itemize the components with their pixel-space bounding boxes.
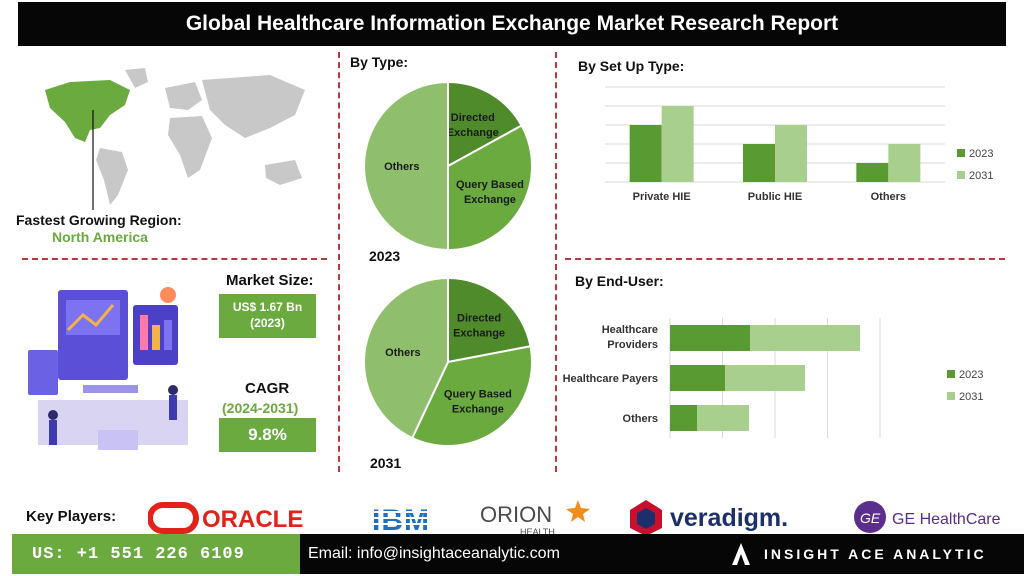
x-tick-label: Private HIE xyxy=(633,191,691,203)
bar-2023 xyxy=(856,163,889,182)
footer-email[interactable]: Email: info@insightaceanalytic.com xyxy=(300,534,728,574)
insight-ace-logo-icon xyxy=(732,543,750,565)
y-tick-label: Healthcare Payers xyxy=(563,373,658,385)
bar-2023 xyxy=(629,125,662,182)
bar-2031 xyxy=(725,365,805,391)
by-type-label: By Type: xyxy=(350,54,409,70)
asia-shape xyxy=(202,75,305,138)
oracle-logo: ORACLE xyxy=(148,502,303,534)
divider-vertical-left xyxy=(338,52,340,472)
bar-2023 xyxy=(670,365,725,391)
pie-slice-1 xyxy=(447,276,532,364)
by-enduser-label: By End-User: xyxy=(575,273,664,289)
south-america-shape xyxy=(96,148,128,205)
by-setup-label: By Set Up Type: xyxy=(578,58,685,74)
y-tick-label: Healthcare Providers xyxy=(602,324,658,351)
orion-logo-sub: HEALTH xyxy=(520,527,555,537)
legend-swatch xyxy=(957,171,965,179)
x-tick-label: Public HIE xyxy=(748,191,802,203)
bar-2023 xyxy=(743,144,775,182)
region-label: Fastest Growing Region: xyxy=(16,212,182,228)
divider-horizontal-right xyxy=(565,258,1005,260)
oracle-logo-text: ORACLE xyxy=(202,506,303,533)
greenland-shape xyxy=(125,68,148,88)
legend-label: 2023 xyxy=(969,148,993,160)
footer-brand-text: INSIGHT ACE ANALYTIC xyxy=(764,546,987,562)
region-value: North America xyxy=(52,229,148,245)
divider-horizontal-left xyxy=(22,258,327,260)
pie-slice-label: Others xyxy=(384,161,419,173)
pie-2023-year-label: 2023 xyxy=(369,248,401,264)
footer-phone[interactable]: US: +1 551 226 6109 xyxy=(12,534,312,574)
market-size-box: US$ 1.67 Bn (2023) xyxy=(219,294,316,338)
footer-brand: INSIGHT ACE ANALYTIC xyxy=(720,534,1024,574)
analytics-illustration xyxy=(28,287,188,450)
legend-swatch xyxy=(957,149,965,157)
bar-2031 xyxy=(697,405,749,431)
australia-shape xyxy=(265,160,302,185)
key-players-label: Key Players: xyxy=(26,508,117,525)
ge-monogram-icon xyxy=(854,501,886,533)
world-map xyxy=(45,68,305,210)
legend-swatch xyxy=(947,392,955,400)
ge-logo-text: GE HealthCare xyxy=(892,511,1001,528)
orion-health-logo: ORION HEALTH xyxy=(480,500,590,537)
ge-healthcare-logo: GE GE HealthCare xyxy=(854,501,1001,533)
x-tick-label: Others xyxy=(871,191,906,203)
pie-slice-1 xyxy=(447,80,523,168)
pie-2031-year-label: 2031 xyxy=(370,455,402,471)
pie-slice-3 xyxy=(363,276,449,440)
africa-shape xyxy=(168,116,212,178)
pie-slice-label: Others xyxy=(385,347,420,359)
page-title: Global Healthcare Information Exchange M… xyxy=(18,2,1006,46)
pie-chart-2023: Directed Exchange Query Based Exchange Other… xyxy=(363,80,533,252)
pie-slice-2 xyxy=(447,124,533,252)
legend-swatch xyxy=(947,370,955,378)
legend-label: 2023 xyxy=(959,369,983,381)
ibm-logo-text: IBM xyxy=(372,504,430,536)
cagr-value: 9.8% xyxy=(219,418,316,452)
setup-type-bar-chart: Private HIE Public HIE Others 2023 2031 xyxy=(605,86,993,203)
pie-slice-label: Query Based Exchange xyxy=(456,179,524,206)
legend-label: 2031 xyxy=(959,391,983,403)
pie-slice-label: Query Based Exchange xyxy=(444,388,512,415)
market-size-year: (2023) xyxy=(250,316,285,330)
bar-2031 xyxy=(750,325,860,351)
bar-2023 xyxy=(670,405,697,431)
north-america-shape xyxy=(45,80,130,142)
pie-slice-2 xyxy=(410,345,533,447)
market-size-value: US$ 1.67 Bn xyxy=(232,300,303,314)
bar-2031 xyxy=(888,144,921,182)
pie-slice-label: Directed Exchange xyxy=(447,112,499,139)
cagr-label: CAGR xyxy=(245,380,290,397)
bar-2023 xyxy=(670,325,750,351)
orion-logo-text: ORION xyxy=(480,502,552,527)
pie-slice-label: Directed Exchange xyxy=(453,312,505,339)
pie-slice-3 xyxy=(363,80,449,252)
pie-chart-2031: Directed Exchange Query Based Exchange Other… xyxy=(363,276,533,447)
bar-2031 xyxy=(661,106,694,182)
legend-label: 2031 xyxy=(969,170,993,182)
cagr-period: (2024-2031) xyxy=(222,400,299,416)
enduser-bar-chart: Healthcare Providers Healthcare Payers Othe… xyxy=(563,318,983,438)
divider-vertical-right xyxy=(555,52,557,472)
veradigm-logo-text: veradigm. xyxy=(670,504,788,532)
ibm-logo: IBM xyxy=(370,504,448,536)
svg-text:GE: GE xyxy=(860,510,881,526)
market-size-label: Market Size: xyxy=(226,272,314,289)
orion-star-icon xyxy=(566,500,590,522)
europe-shape xyxy=(165,82,202,110)
bar-2031 xyxy=(775,125,807,182)
y-tick-label: Others xyxy=(623,413,658,425)
veradigm-logo: veradigm. xyxy=(630,500,788,536)
